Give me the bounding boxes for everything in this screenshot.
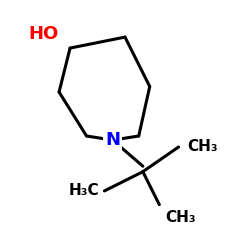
Text: H₃C: H₃C xyxy=(68,184,99,198)
Text: HO: HO xyxy=(29,24,59,42)
Text: N: N xyxy=(105,131,120,149)
Text: CH₃: CH₃ xyxy=(165,210,196,225)
Text: CH₃: CH₃ xyxy=(187,140,218,154)
